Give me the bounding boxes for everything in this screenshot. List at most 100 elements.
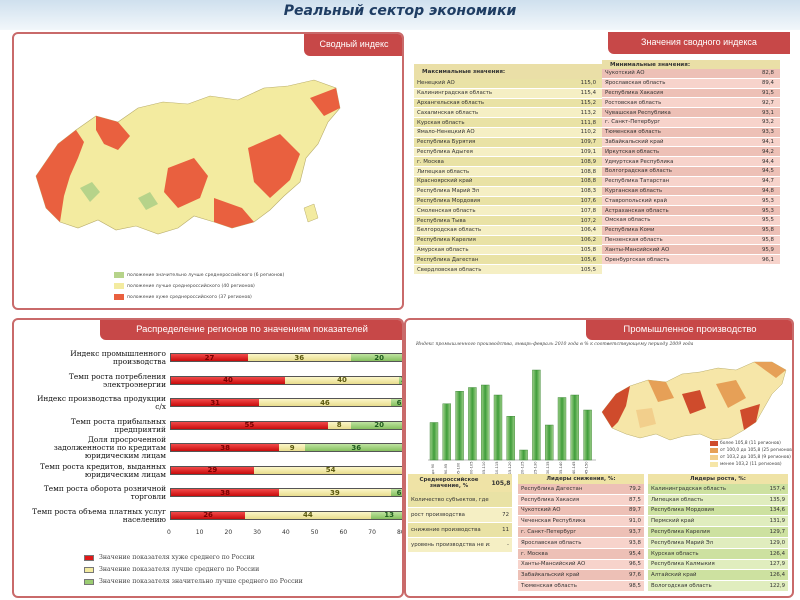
table-row: Волгоградская область 94,5 [602, 166, 780, 177]
table-cell-name: Архангельская область [417, 99, 485, 106]
legend-item: Значение показателя лучше среднего по Ро… [84, 566, 259, 573]
bar-segment: 31 [171, 399, 260, 407]
table-cell-value: 129,0 [769, 539, 785, 546]
leaders-down-header: Лидеры снижения, %: [518, 474, 644, 484]
russia-average-header: Среднероссийское значение, % 105,8 [408, 474, 512, 492]
table-row: Оренбургская область 96,1 [602, 255, 780, 265]
industry-panel-title: Промышленное производство [586, 320, 792, 340]
legend-item: Значение показателя значительно лучше ср… [84, 578, 303, 585]
map-region-siberia-red [164, 158, 208, 208]
table-row: Республика Марий Эл 129,0 [648, 537, 788, 549]
table-cell-name: Республика Марий Эл [417, 188, 480, 195]
max-values-rows: Ненецкий АО 115,0 Калининградская область 1… [414, 79, 602, 275]
table-cell-name: Вологодская область [651, 583, 712, 590]
legend-item-worse: положение хуже среднероссийского (37 рег… [114, 294, 252, 300]
industry-bar-label: 125-130 [533, 461, 537, 477]
x-tick-label: 10 [195, 529, 204, 536]
legend-swatch [114, 294, 124, 300]
industry-bar [506, 416, 516, 461]
industry-bar [519, 449, 528, 461]
x-tick-label: 60 [339, 529, 348, 536]
industry-map [601, 361, 787, 441]
table-cell-value: 82,8 [761, 70, 774, 77]
bar-segment: 8 [327, 421, 351, 429]
table-cell-value: 126,4 [769, 550, 785, 557]
table-row: Астраханская область 95,3 [602, 206, 780, 216]
table-cell-name: Республика Адыгея [417, 148, 473, 155]
table-row: Вологодская область 122,9 [648, 581, 788, 592]
table-cell-name: Чувашская Республика [605, 109, 671, 116]
industry-chart-subtitle: Индекс промышленного производства, январ… [416, 342, 694, 347]
industry-bar [557, 397, 567, 461]
table-cell-name: Республика Марий Эл [651, 539, 714, 546]
legend-item-better: положение лучше среднероссийского (40 ре… [114, 283, 255, 289]
legend-text: положение значительно лучше среднероссий… [127, 272, 285, 278]
table-cell-value: 89,4 [761, 80, 774, 87]
table-cell-name: Тюменская область [521, 583, 577, 590]
bar-segment: 29 [171, 466, 254, 474]
industry-map-legend: более 105,8 (11 регионов) от 100,0 до 105… [710, 440, 792, 468]
industry-legend-item: от 103,2 до 105,8 (9 регионов) [710, 454, 792, 461]
table-cell-name: Курганская область [605, 187, 663, 194]
table-row: Республика Мордовия 134,6 [648, 505, 788, 517]
table-row: Курская область 126,4 [648, 548, 788, 560]
table-cell-name: Пензенская область [605, 236, 663, 243]
table-cell-name: Красноярский край [417, 178, 473, 185]
industry-bar-label: 130-135 [546, 461, 550, 476]
table-row: Республика Хакасия 87,5 [518, 494, 644, 506]
leaders-down-table: Лидеры снижения, %: Республика Дагестан 7… [518, 474, 644, 592]
table-cell-value: 93,1 [761, 109, 774, 116]
table-cell-name: Ставропольский край [605, 197, 667, 204]
table-row: Алтайский край 126,4 [648, 570, 788, 582]
table-row: Республика Бурятия 109,7 [414, 137, 602, 148]
bar-segment: 46 [259, 399, 391, 407]
table-cell-value: 108,3 [580, 188, 596, 195]
table-cell-name: Ростовская область [605, 99, 662, 106]
industry-chart: до 90 90-95 95-100 100-105 105-110 110-115 115… [428, 369, 596, 477]
bar-segment: 54 [253, 466, 402, 474]
legend-swatch [84, 578, 94, 585]
table-cell-name: Республика Бурятия [417, 139, 476, 146]
table-row: Липецкая область 135,9 [648, 494, 788, 506]
table-row: Республика Татарстан 94,7 [602, 176, 780, 187]
table-cell-name: уровень производства не изменился [411, 542, 490, 548]
category-label: Темп роста кредитов, выданных юридически… [40, 461, 166, 479]
table-cell-value: 94,7 [761, 178, 774, 185]
legend-swatch [84, 566, 94, 573]
page-title: Реальный сектор экономики [283, 3, 517, 19]
category-label: Доля просроченной задолженности по креди… [53, 435, 166, 461]
index-panel-title: Сводный индекс [304, 34, 402, 56]
industry-legend-text: от 103,2 до 105,8 (9 регионов) [720, 455, 791, 460]
industry-map-region-a [602, 386, 630, 428]
industry-bar-label: 145-150 [585, 461, 589, 477]
category-label: Индекс промышленного производства [70, 349, 166, 367]
bar-segment: 38 [171, 489, 280, 497]
table-cell-value: 107,2 [580, 217, 596, 224]
industry-map-region-f [636, 408, 656, 428]
map-islands [303, 203, 319, 223]
industry-panel: Промышленное производство Индекс промышл… [404, 318, 794, 598]
table-cell-name: Забайкальский край [605, 138, 664, 145]
table-row: Иркутская область 94,2 [602, 147, 780, 158]
industry-legend-text: менее 103,2 (11 регионов) [720, 462, 782, 467]
table-row: Республика Дагестан 79,2 [518, 484, 644, 495]
stacked-bar: 27 36 20 [170, 353, 402, 362]
bar-segment: 6 [390, 399, 402, 407]
stacked-bar: 31 46 6 [170, 398, 402, 407]
table-cell-value: 93,8 [628, 539, 641, 546]
bar-segment: 13 [370, 511, 402, 519]
industry-legend-item: менее 103,2 (11 регионов) [710, 461, 792, 468]
table-cell-value: 92,7 [761, 99, 774, 106]
bar-segment: 20 [350, 354, 402, 362]
table-cell-name: Чеченская Республика [521, 518, 586, 525]
map-region-body [35, 79, 341, 235]
table-row: Калининградская область 157,4 [648, 484, 788, 495]
russia-map [35, 79, 341, 235]
table-cell-value: 91,5 [761, 89, 774, 96]
table-cell-value: - [507, 542, 509, 548]
industry-bar-label: 135-140 [559, 461, 563, 477]
map-region-north-red [96, 116, 130, 150]
table-cell-value: 89,7 [628, 507, 641, 514]
russia-average-table: Среднероссийское значение, % 105,8 Колич… [408, 474, 512, 553]
map-region-south-red [214, 198, 254, 228]
